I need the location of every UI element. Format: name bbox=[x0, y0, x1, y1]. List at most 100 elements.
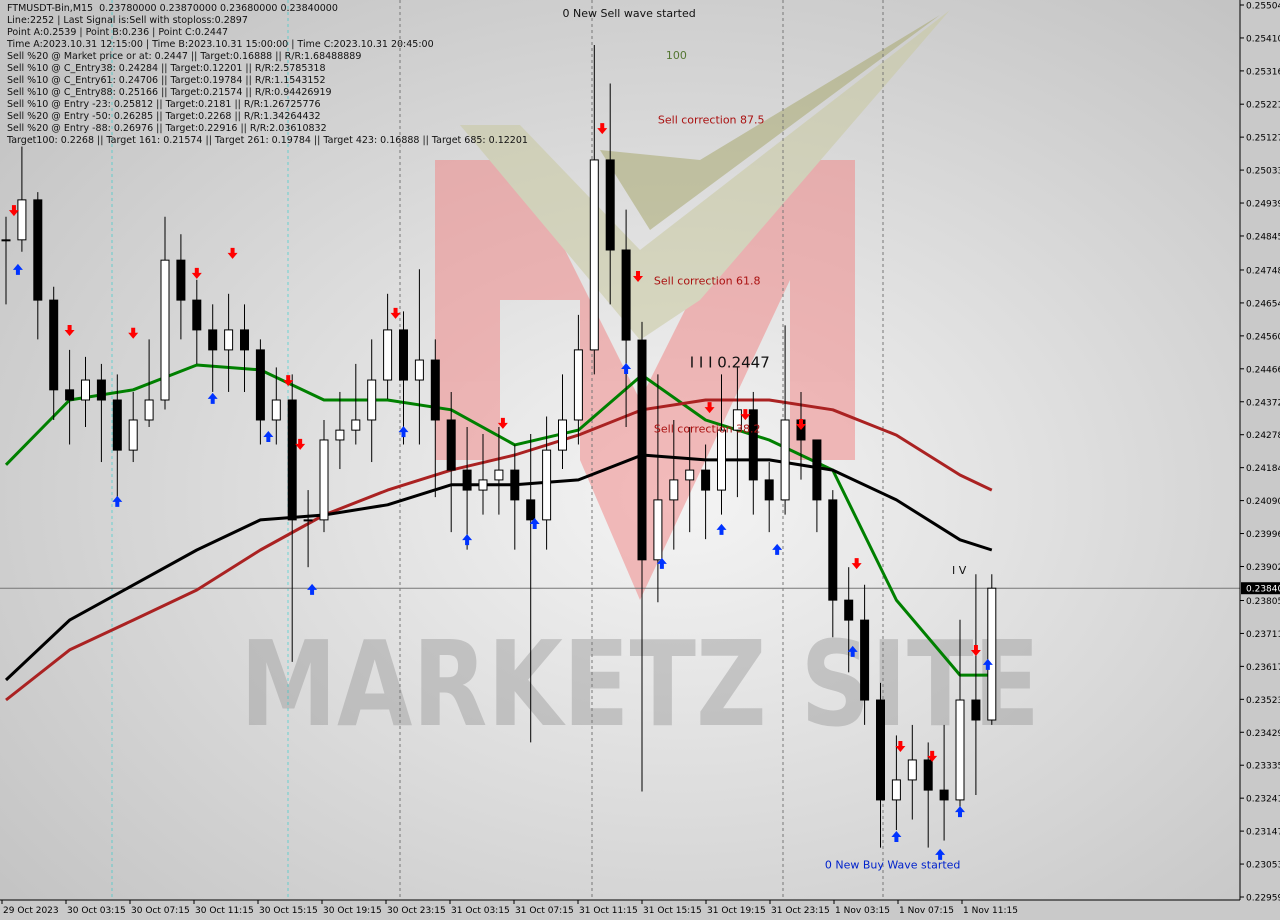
buy-arrow-icon bbox=[207, 392, 218, 404]
x-tick-label: 31 Oct 07:15 bbox=[515, 906, 574, 916]
buy-arrow-icon bbox=[847, 645, 858, 657]
candle-body bbox=[367, 379, 377, 421]
y-tick-label: 0.24560 bbox=[1246, 332, 1280, 342]
candle-body bbox=[255, 349, 265, 421]
candle-body bbox=[653, 499, 663, 561]
candle-body bbox=[1, 239, 11, 242]
info-line: Sell %10 @ C_Entry38: 0.24284 || Target:… bbox=[7, 63, 326, 74]
candle-body bbox=[17, 199, 27, 241]
x-tick-label: 31 Oct 19:15 bbox=[707, 906, 766, 916]
y-tick-label: 0.24278 bbox=[1246, 431, 1280, 441]
buy-arrow-icon bbox=[891, 830, 902, 842]
x-tick-label: 30 Oct 23:15 bbox=[387, 906, 446, 916]
candle-body bbox=[383, 329, 393, 381]
sell-arrow-icon bbox=[227, 247, 238, 259]
info-line: Time A:2023.10.31 12:15:00 | Time B:2023… bbox=[7, 39, 434, 50]
candle-body bbox=[240, 329, 249, 351]
candle-body bbox=[49, 299, 59, 391]
info-line: Line:2252 | Last Signal is:Sell with sto… bbox=[7, 15, 248, 26]
y-tick-label: 0.22959 bbox=[1246, 894, 1280, 904]
candle-body bbox=[573, 349, 583, 421]
x-tick-label: 31 Oct 15:15 bbox=[643, 906, 702, 916]
y-tick-label: 0.23053 bbox=[1246, 861, 1280, 871]
y-tick-label: 0.23617 bbox=[1246, 663, 1280, 673]
candle-body bbox=[287, 399, 297, 521]
x-tick-label: 1 Nov 11:15 bbox=[963, 906, 1018, 916]
candle-body bbox=[526, 499, 536, 521]
x-tick-label: 31 Oct 03:15 bbox=[451, 906, 510, 916]
buy-arrow-icon bbox=[716, 523, 727, 535]
y-tick-label: 0.23805 bbox=[1246, 597, 1280, 607]
sell-arrow-icon bbox=[64, 325, 75, 337]
sell-arrow-icon bbox=[851, 558, 862, 570]
y-tick-label: 0.23147 bbox=[1246, 828, 1280, 838]
x-tick-label: 1 Nov 03:15 bbox=[835, 906, 890, 916]
candle-body bbox=[701, 469, 711, 491]
candle-body bbox=[637, 339, 647, 561]
candle-body bbox=[462, 469, 472, 491]
info-line: Sell %10 @ C_Entry61: 0.24706 || Target:… bbox=[7, 75, 326, 86]
candle-body bbox=[589, 159, 599, 351]
sell-arrow-icon bbox=[796, 418, 806, 430]
y-tick-label: 0.24654 bbox=[1246, 299, 1280, 309]
candle-body bbox=[430, 359, 440, 421]
sell-arrow-icon bbox=[704, 402, 715, 414]
info-line: Point A:0.2539 | Point B:0.236 | Point C… bbox=[7, 27, 229, 38]
logo bbox=[435, 10, 950, 600]
candle-body bbox=[271, 399, 281, 421]
candle-body bbox=[399, 329, 408, 381]
sell-arrow-icon bbox=[633, 271, 644, 283]
candle-body bbox=[414, 359, 424, 381]
y-tick-label: 0.24939 bbox=[1246, 200, 1280, 210]
x-tick-label: 30 Oct 03:15 bbox=[67, 906, 126, 916]
buy-arrow-icon bbox=[955, 806, 965, 818]
y-tick-label: 0.23711 bbox=[1246, 630, 1280, 640]
candle-body bbox=[319, 439, 329, 521]
sell-arrow-icon bbox=[895, 741, 906, 753]
sell-arrow-icon bbox=[927, 750, 938, 762]
sell-arrow-icon bbox=[128, 327, 139, 339]
candle-body bbox=[224, 329, 234, 351]
chart-annotation: 100 bbox=[666, 49, 687, 62]
x-tick-label: 1 Nov 07:15 bbox=[899, 906, 954, 916]
sell-arrow-icon bbox=[283, 375, 294, 387]
chart-annotation: Sell correction 61.8 bbox=[654, 275, 761, 288]
candle-body bbox=[112, 399, 122, 451]
candle-body bbox=[891, 779, 901, 801]
sell-arrow-icon bbox=[295, 438, 306, 450]
candle-body bbox=[128, 419, 138, 451]
candle-body bbox=[812, 439, 822, 501]
candle-body bbox=[160, 259, 170, 401]
candle-body bbox=[558, 419, 567, 451]
y-tick-label: 0.23241 bbox=[1246, 795, 1280, 805]
y-tick-label: 0.23902 bbox=[1246, 563, 1280, 573]
chart-annotation: Sell correction 87.5 bbox=[658, 113, 765, 126]
candle-body bbox=[605, 159, 615, 251]
y-tick-label: 0.23996 bbox=[1246, 530, 1280, 540]
candle-body bbox=[828, 499, 838, 601]
y-tick-label: 0.25410 bbox=[1246, 34, 1280, 44]
info-line: Sell %20 @ Entry -88: 0.26976 || Target:… bbox=[7, 123, 327, 134]
y-tick-label: 0.24845 bbox=[1246, 232, 1280, 242]
y-tick-label: 0.25316 bbox=[1246, 67, 1280, 77]
buy-arrow-icon bbox=[112, 495, 123, 507]
candle-body bbox=[987, 587, 997, 721]
buy-arrow-icon bbox=[621, 363, 632, 375]
buy-arrow-icon bbox=[398, 426, 409, 438]
candle-body bbox=[748, 409, 758, 481]
candle-body bbox=[510, 469, 520, 501]
x-tick-label: 30 Oct 07:15 bbox=[131, 906, 190, 916]
x-tick-label: 30 Oct 15:15 bbox=[259, 906, 318, 916]
candle-body bbox=[860, 619, 870, 701]
buy-arrow-icon bbox=[307, 583, 318, 595]
candle-body bbox=[923, 759, 933, 791]
candle-body bbox=[96, 379, 106, 401]
x-tick-label: 30 Oct 19:15 bbox=[323, 906, 382, 916]
candle-body bbox=[876, 699, 885, 801]
candle-body bbox=[144, 399, 154, 421]
chart-annotation: 0 New Buy Wave started bbox=[825, 859, 961, 872]
buy-arrow-icon bbox=[982, 658, 993, 670]
sell-arrow-icon bbox=[597, 123, 608, 135]
